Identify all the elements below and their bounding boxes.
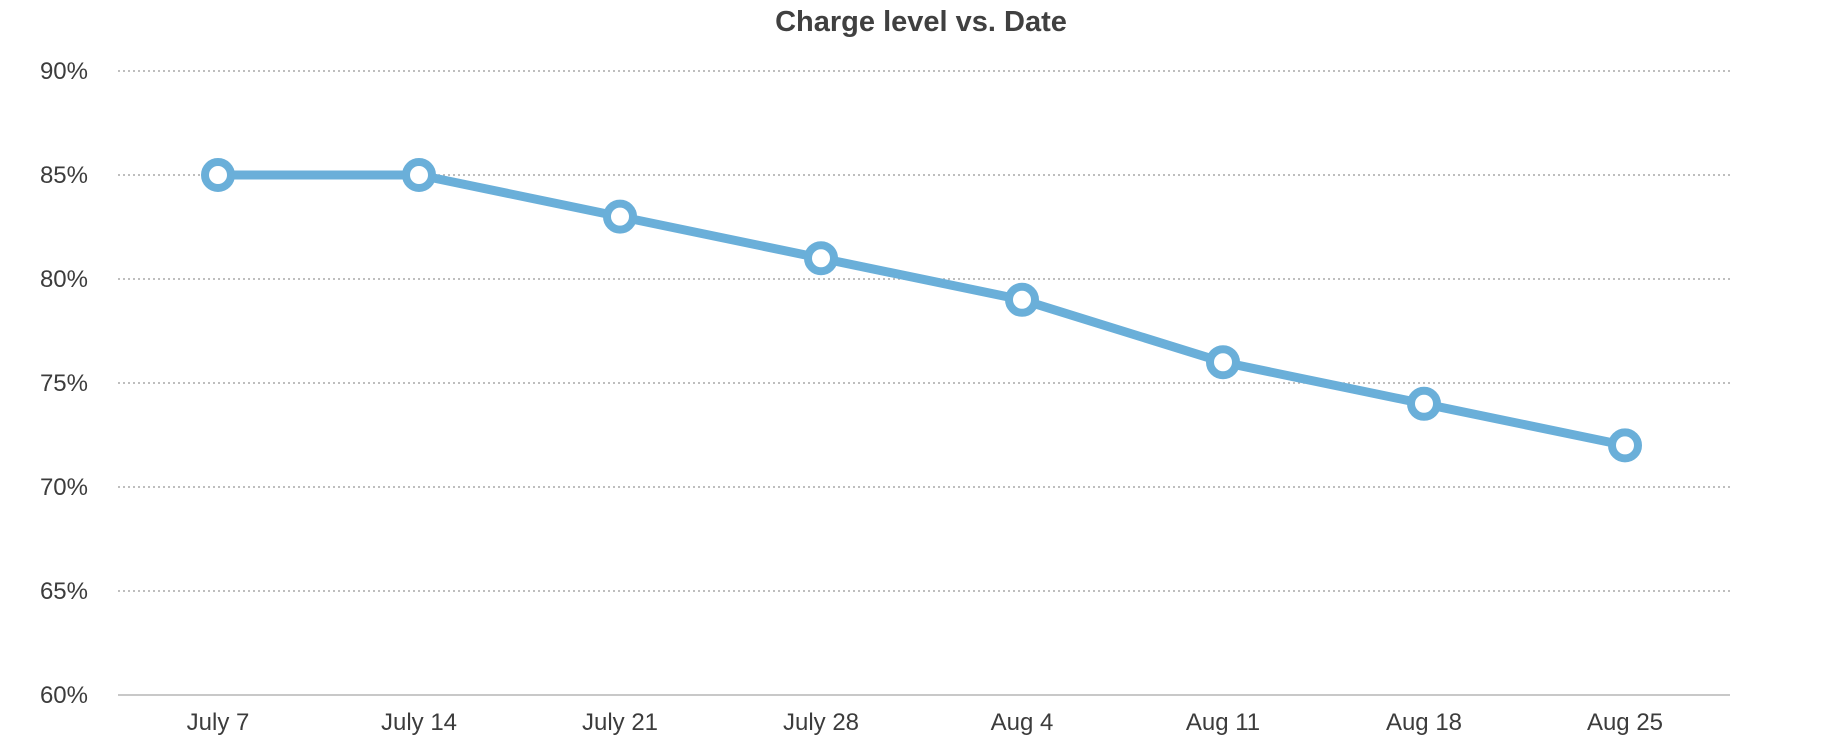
x-tick-label: July 7 [187, 709, 250, 736]
data-point [402, 158, 436, 192]
data-point [1407, 386, 1441, 421]
x-tick-label: Aug 11 [1186, 709, 1260, 736]
y-tick-label: 60% [40, 682, 88, 709]
data-point [804, 241, 838, 276]
x-tick-label: July 14 [381, 709, 457, 736]
data-point [1206, 345, 1240, 380]
x-tick-label: Aug 25 [1587, 709, 1663, 736]
x-tick-label: Aug 18 [1386, 709, 1462, 736]
series-layer [201, 158, 1642, 463]
data-point [1005, 282, 1039, 317]
data-point [201, 158, 235, 192]
data-point [603, 199, 637, 234]
y-tick-label: 85% [40, 162, 88, 189]
y-axis-ticks: 60% 65% 70% 75% 80% 85% 90% [40, 58, 88, 709]
series-line [213, 170, 1630, 450]
y-tick-label: 75% [40, 370, 88, 397]
data-point [1608, 428, 1642, 463]
x-tick-label: Aug 4 [991, 709, 1054, 736]
x-tick-label: July 28 [783, 709, 859, 736]
y-tick-label: 90% [40, 58, 88, 85]
y-tick-label: 80% [40, 266, 88, 293]
y-tick-label: 70% [40, 474, 88, 501]
x-tick-label: July 21 [582, 709, 658, 736]
chart-title: Charge level vs. Date [775, 6, 1067, 38]
gridlines [118, 70, 1730, 696]
y-tick-label: 65% [40, 578, 88, 605]
x-axis-ticks: July 7 July 14 July 21 July 28 Aug 4 Aug 11 Au… [187, 709, 1663, 736]
